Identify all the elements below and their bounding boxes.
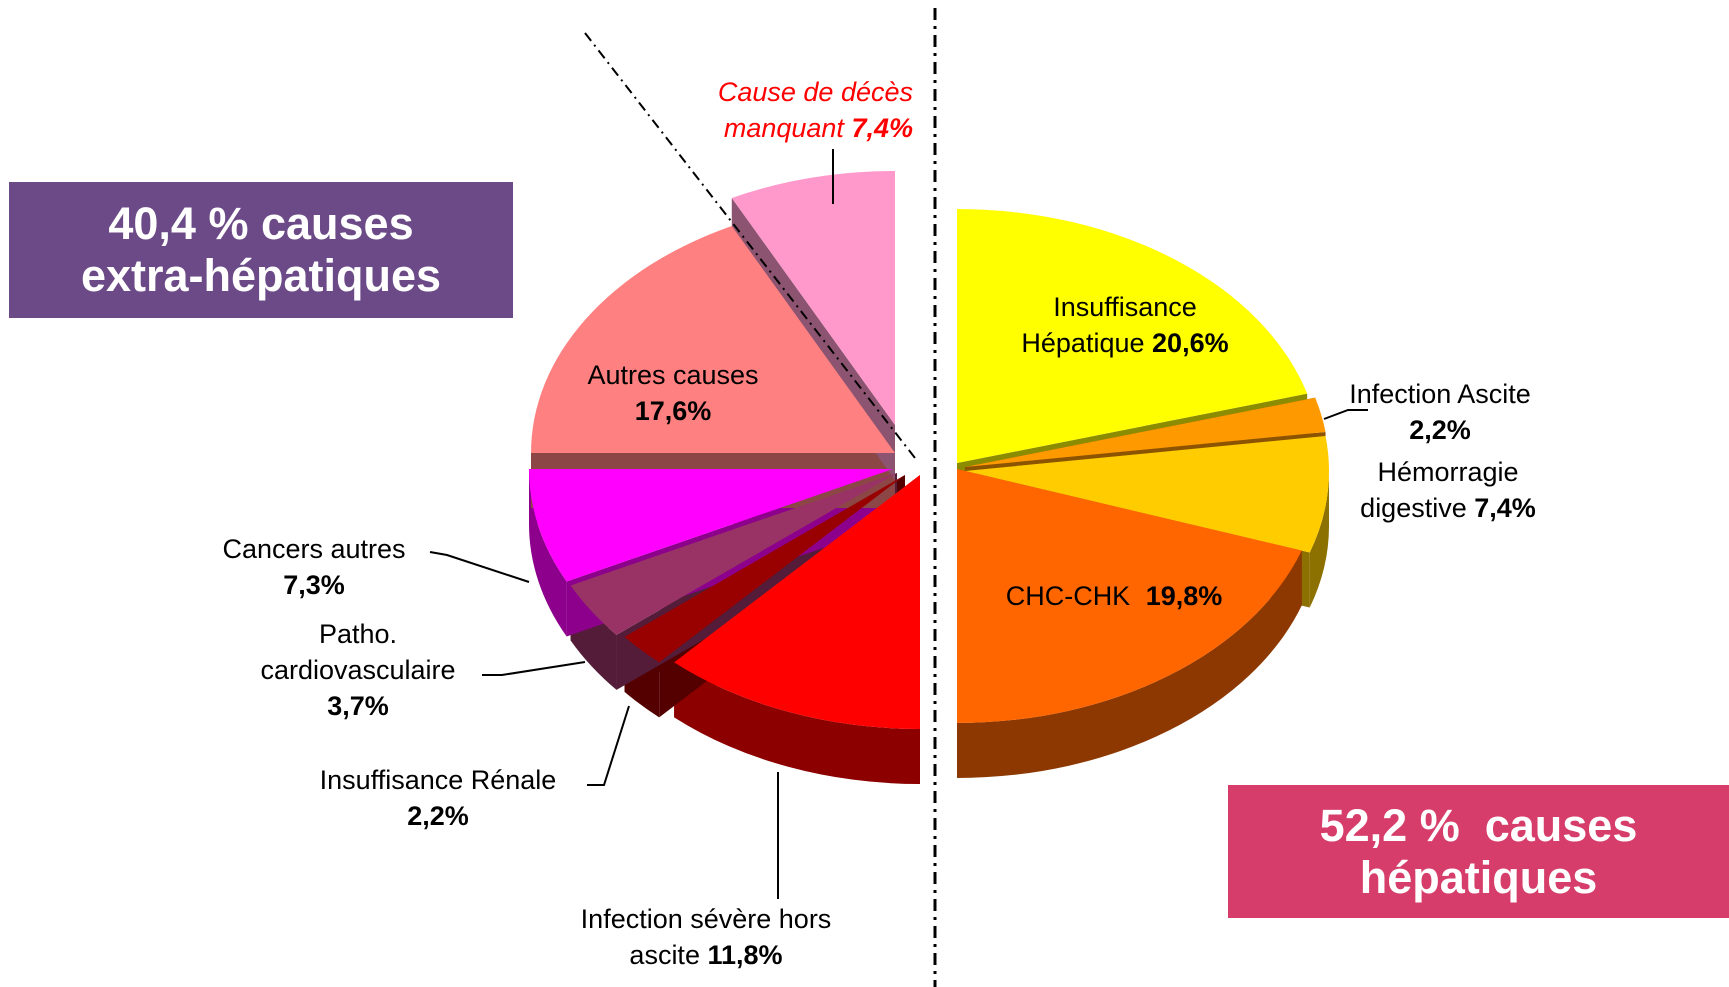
leader-line <box>587 705 630 786</box>
value-label: 2,2% <box>1409 415 1471 445</box>
slice-label: Cause de décès manquant 7,4% <box>663 74 913 146</box>
annotation: 52,2 % causes hépatiques <box>1319 799 1650 903</box>
annotation-box: 52,2 % causes hépatiques <box>1228 785 1729 918</box>
leader-lines <box>429 149 1368 899</box>
slice <box>965 436 1329 553</box>
slice <box>957 469 1302 723</box>
category-name: Insuffisance Hépatique <box>1021 292 1197 358</box>
annotation: 40,4 % causes extra-hépatiques <box>80 198 442 301</box>
category-name: Patho. cardiovasculaire <box>260 619 456 685</box>
slice-label: Autres causes 17,6% <box>563 357 783 429</box>
category-name: Autres causes <box>587 360 759 390</box>
slice <box>731 171 895 425</box>
slice-side <box>1309 471 1329 608</box>
slice-label: Patho. cardiovasculaire 3,7% <box>236 616 481 724</box>
slice <box>957 209 1308 463</box>
slice-side <box>529 469 567 637</box>
category-name: Hémorragie digestive <box>1360 457 1519 523</box>
value-label: 11,8% <box>707 940 783 970</box>
slice-label: Insuffisance Rénale 2,2% <box>288 762 588 834</box>
slice-label: CHC-CHK 19,8% <box>944 578 1284 614</box>
slice <box>529 469 893 582</box>
value-label: 7,4% <box>851 113 913 143</box>
value-label: 7,4% <box>1474 493 1536 523</box>
value-label: 17,6% <box>634 396 712 426</box>
slice-label: Infection Ascite 2,2% <box>1345 376 1535 448</box>
split-line <box>584 32 916 459</box>
slice-label: Hémorragie digestive 7,4% <box>1341 454 1556 526</box>
slice <box>674 475 920 729</box>
leader-line <box>1323 409 1368 420</box>
value-label: 7,3% <box>283 570 345 600</box>
slice-side <box>674 662 920 784</box>
value-label: 19,8% <box>1145 581 1223 611</box>
slice <box>570 473 897 635</box>
leader-line <box>429 551 530 583</box>
slice-label: Cancers autres 7,3% <box>197 531 432 603</box>
annotation-box: 40,4 % causes extra-hépatiques <box>9 182 513 318</box>
slice <box>531 225 895 453</box>
slice-label: Insuffisance Hépatique 20,6% <box>995 289 1255 361</box>
value-label: 20,6% <box>1152 328 1229 358</box>
category-name: Insuffisance Rénale <box>319 765 557 795</box>
slice <box>965 397 1326 467</box>
value-label: 3,7% <box>327 691 389 721</box>
category-name: CHC-CHK <box>1005 581 1131 611</box>
slice-tops <box>529 171 1329 729</box>
category-name: Cancers autres <box>222 534 406 564</box>
category-name: Cause de décès manquant <box>717 77 913 143</box>
slice-label: Infection sévère hors ascite 11,8% <box>546 901 866 973</box>
category-name: Infection sévère hors ascite <box>580 904 832 970</box>
category-name: Infection Ascite <box>1349 379 1531 409</box>
slice-side <box>957 550 1302 778</box>
value-label: 2,2% <box>407 801 469 831</box>
leader-line <box>482 661 586 676</box>
slice <box>624 475 905 663</box>
